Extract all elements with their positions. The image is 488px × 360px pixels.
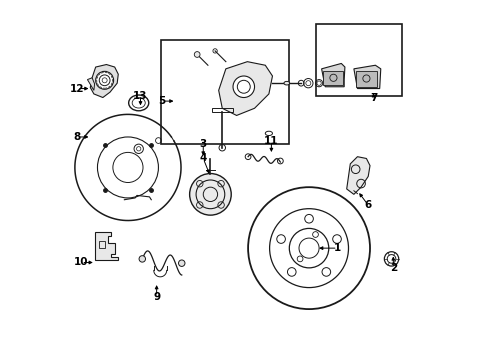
Polygon shape	[218, 62, 272, 116]
Text: 6: 6	[364, 200, 371, 210]
Text: 7: 7	[369, 93, 377, 103]
Circle shape	[194, 51, 200, 57]
Bar	[99, 241, 104, 248]
Bar	[323, 71, 343, 85]
Text: 9: 9	[153, 292, 160, 302]
Circle shape	[96, 71, 113, 89]
Polygon shape	[321, 63, 344, 87]
Text: 3: 3	[199, 139, 206, 149]
Ellipse shape	[284, 81, 289, 85]
Bar	[316, 24, 402, 96]
Text: 10: 10	[74, 257, 88, 267]
Circle shape	[233, 76, 254, 98]
Text: 5: 5	[158, 96, 165, 106]
Bar	[211, 108, 233, 112]
Polygon shape	[346, 157, 369, 194]
Text: 11: 11	[264, 136, 278, 145]
Text: 12: 12	[70, 84, 84, 94]
Polygon shape	[95, 232, 118, 260]
Text: 4: 4	[199, 153, 206, 163]
Text: 2: 2	[389, 263, 396, 273]
Circle shape	[178, 260, 184, 266]
Bar	[161, 40, 288, 144]
Circle shape	[139, 256, 145, 262]
Polygon shape	[87, 78, 94, 90]
Circle shape	[189, 174, 231, 215]
Text: 1: 1	[333, 243, 341, 253]
Polygon shape	[353, 65, 380, 89]
Bar	[355, 71, 376, 87]
Text: 13: 13	[133, 91, 147, 101]
Text: 8: 8	[73, 132, 81, 142]
Polygon shape	[90, 64, 118, 98]
